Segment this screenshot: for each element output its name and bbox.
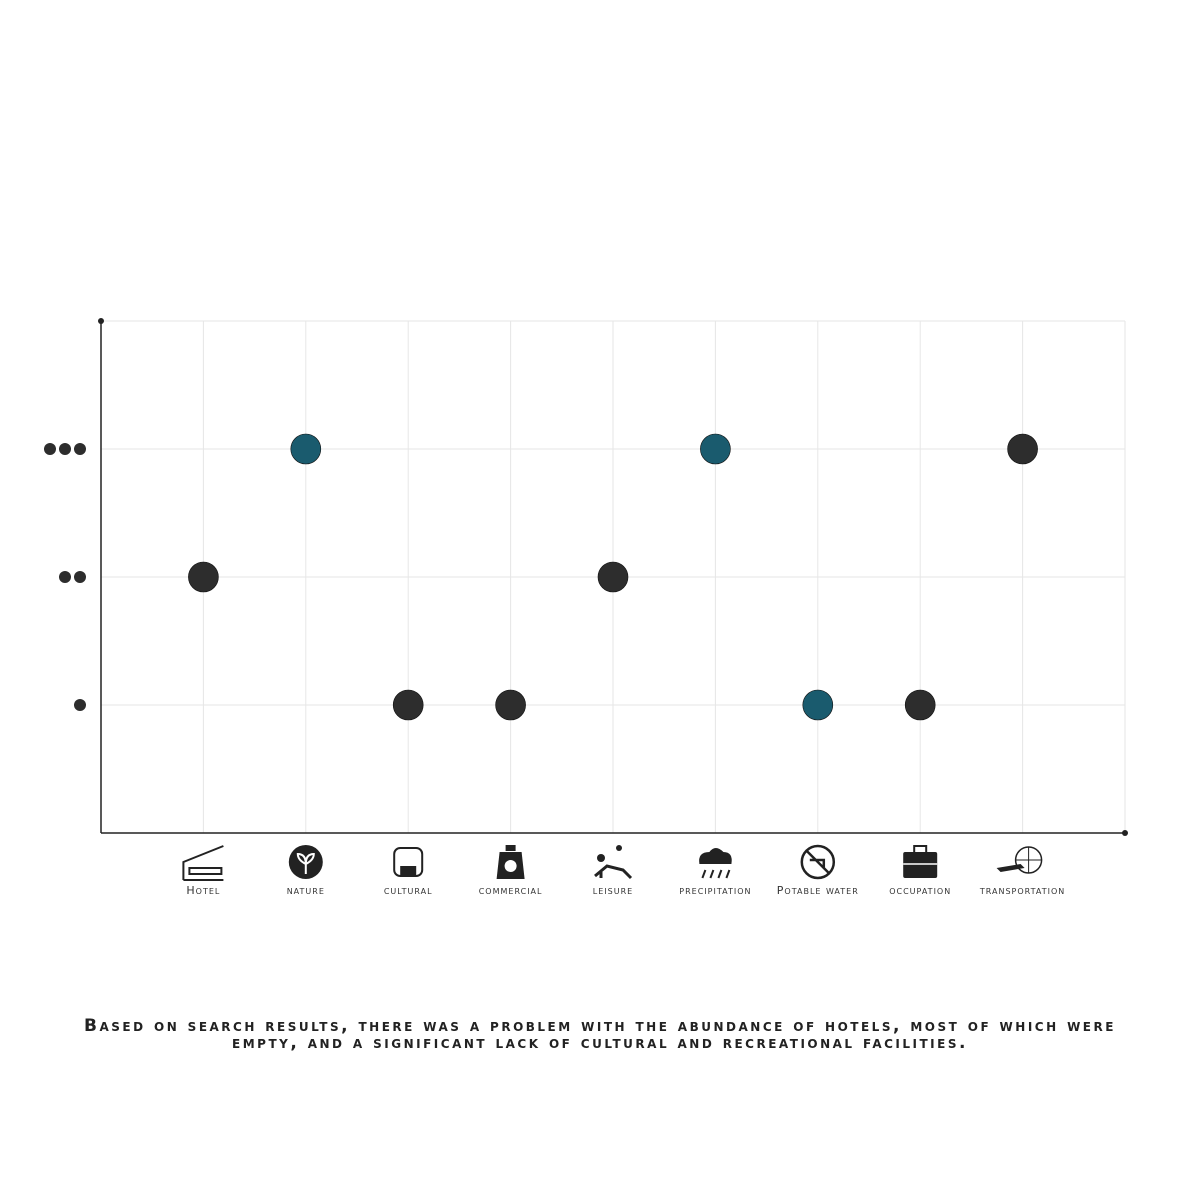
category-icon bbox=[996, 846, 1043, 874]
x-tick-label: cultural bbox=[384, 884, 433, 897]
y-tick-dot bbox=[74, 699, 86, 711]
x-tick-label: commercial bbox=[479, 884, 543, 897]
icon-part bbox=[182, 845, 224, 881]
dot bbox=[188, 561, 219, 593]
icon-part bbox=[996, 864, 1025, 872]
axis-end bbox=[98, 318, 104, 324]
x-tick-label: nature bbox=[287, 884, 325, 897]
x-tick-label: Hotel bbox=[186, 884, 220, 897]
icon-part bbox=[400, 866, 417, 876]
category-icon bbox=[699, 848, 732, 879]
y-tick-dot bbox=[74, 571, 86, 583]
category-icon bbox=[800, 844, 836, 880]
dot bbox=[700, 433, 731, 465]
category-icon bbox=[903, 845, 938, 878]
category-icon bbox=[496, 845, 525, 879]
icon-part bbox=[616, 845, 622, 851]
icon-part bbox=[805, 850, 830, 874]
x-tick-label: occupation bbox=[889, 884, 951, 897]
category-icon bbox=[182, 845, 224, 881]
dot bbox=[1007, 433, 1038, 465]
icon-part bbox=[913, 845, 928, 854]
y-tick-dot bbox=[59, 571, 71, 583]
category-icon bbox=[594, 845, 633, 880]
icon-part bbox=[701, 869, 731, 879]
icon-part bbox=[699, 848, 732, 864]
icon-part bbox=[594, 864, 633, 880]
icon-part bbox=[800, 844, 836, 880]
x-tick-label: leisure bbox=[593, 884, 633, 897]
dot bbox=[290, 433, 322, 465]
axis-end bbox=[1122, 830, 1128, 836]
icon-part bbox=[903, 852, 938, 878]
icon-part bbox=[296, 852, 315, 874]
plot: Hotel nature cultural commercial leisure prec… bbox=[44, 321, 1126, 897]
icon-part bbox=[505, 845, 516, 851]
icon-part bbox=[597, 854, 605, 862]
dot bbox=[392, 689, 424, 721]
category-icon bbox=[393, 847, 424, 877]
dot bbox=[495, 689, 526, 721]
x-tick-label: transportation bbox=[979, 884, 1065, 897]
category-icon bbox=[288, 845, 323, 879]
y-tick-dot bbox=[44, 443, 56, 455]
caption: Based on search results, there was a pro… bbox=[84, 1016, 1116, 1053]
icon-part bbox=[504, 860, 517, 872]
y-tick-dot bbox=[74, 443, 86, 455]
x-tick-label: precipitation bbox=[679, 884, 751, 897]
x-tick-label: Potable water bbox=[777, 884, 859, 897]
dot bbox=[904, 689, 936, 721]
icon-part bbox=[1015, 847, 1042, 873]
dot bbox=[802, 689, 834, 721]
y-tick-dot bbox=[59, 443, 71, 455]
dot bbox=[597, 561, 629, 593]
